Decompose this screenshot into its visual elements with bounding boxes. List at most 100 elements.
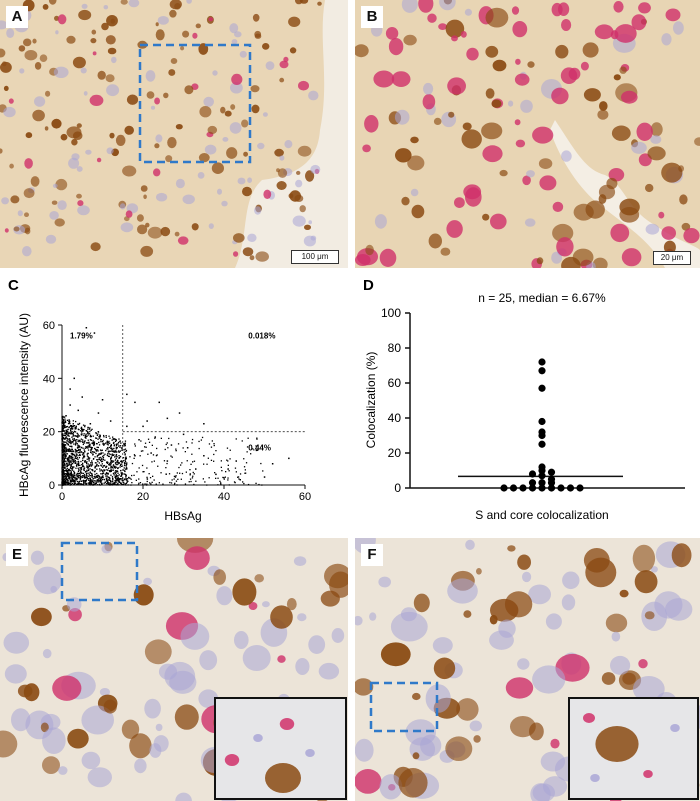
scatter-point-c: [81, 483, 83, 485]
scatter-point-c: [160, 437, 162, 439]
scatter-point-c: [62, 467, 65, 469]
scatter-point-c: [78, 439, 80, 441]
stained-cell: [254, 574, 264, 583]
scatter-point-c: [71, 448, 73, 450]
stained-cell: [77, 205, 90, 216]
scatter-point-c: [76, 483, 78, 485]
stained-cell: [106, 84, 120, 97]
scatter-point-c: [86, 470, 88, 472]
scatter-point-c: [73, 437, 75, 440]
scatter-point-c: [77, 409, 79, 412]
scatter-point-c: [62, 447, 64, 449]
scatter-point-c: [107, 452, 109, 455]
scatter-point-c: [64, 464, 66, 466]
scatter-point-c: [101, 469, 103, 472]
scatter-point-c: [68, 432, 70, 434]
stained-cell: [619, 589, 629, 598]
scatter-point-c: [77, 461, 79, 463]
scatter-point-c: [162, 483, 164, 485]
scatter-point-c: [98, 483, 101, 485]
stained-cell: [510, 716, 536, 738]
stained-cell: [11, 708, 31, 732]
scatter-point-c: [121, 479, 123, 482]
stained-cell: [122, 165, 137, 177]
scatter-point-c: [71, 478, 73, 480]
scatter-point-c: [75, 461, 77, 463]
scatter-point-c: [67, 479, 69, 481]
scatter-point-c: [113, 438, 115, 440]
scatter-point-c: [81, 428, 83, 430]
data-point-d: [538, 440, 546, 448]
scatter-point-c: [61, 482, 63, 484]
scatter-point-c: [96, 454, 99, 457]
scatter-point-c: [64, 451, 66, 453]
scatter-point-c: [65, 475, 67, 477]
scatter-point-c: [64, 420, 66, 422]
scatter-point-c: [64, 447, 66, 450]
scatter-point-c: [66, 453, 69, 455]
stained-cell: [279, 60, 289, 69]
scatter-point-c: [99, 458, 101, 460]
scatter-point-c: [170, 444, 173, 446]
stained-cell: [364, 115, 379, 133]
stained-cell: [428, 233, 442, 249]
scatter-point-c: [82, 476, 84, 479]
stained-cell: [527, 61, 535, 68]
scatter-point-c: [73, 481, 75, 483]
scatter-point-c: [115, 455, 117, 457]
scatter-point-c: [213, 453, 215, 456]
stained-cell: [621, 90, 638, 104]
scatter-point-c: [125, 458, 127, 460]
scatter-point-c: [114, 456, 116, 458]
scatter-point-c: [82, 465, 84, 467]
scatter-point-c: [69, 462, 71, 464]
scatter-point-c: [67, 434, 69, 436]
stained-cell: [407, 155, 425, 171]
scatter-point-c: [63, 458, 66, 461]
scatter-point-c: [76, 455, 78, 457]
scatter-point-c: [213, 460, 215, 462]
scatter-point-c: [118, 455, 120, 457]
scatter-point-c: [120, 478, 123, 480]
scatter-point-c: [139, 482, 142, 484]
scatter-point-c: [93, 443, 95, 445]
scatter-point-c: [85, 437, 87, 439]
scatter-point-c: [113, 482, 115, 484]
stained-cell: [485, 7, 509, 28]
scatter-point-c: [101, 449, 103, 451]
scatter-point-c: [110, 450, 112, 452]
scatter-point-c: [165, 467, 167, 469]
scatter-point-c: [108, 467, 110, 469]
y-tick-label-d: 0: [394, 481, 401, 495]
scatter-point-c: [72, 480, 74, 482]
stained-cell: [270, 605, 293, 629]
scatter-point-c: [71, 428, 73, 430]
scatter-point-c: [64, 438, 67, 440]
scatter-point-c: [94, 447, 96, 450]
scatter-point-c: [118, 479, 121, 481]
scatter-point-c: [62, 482, 64, 484]
scatter-point-c: [65, 454, 67, 456]
scatter-point-c: [255, 449, 258, 452]
scatter-point-c: [111, 483, 113, 485]
scatter-point-c: [86, 469, 88, 471]
data-point-d: [557, 484, 565, 492]
scatter-point-c: [88, 457, 90, 459]
scatter-point-c: [77, 435, 79, 437]
stained-cell: [32, 38, 37, 44]
scatter-point-c: [71, 427, 73, 429]
scatter-point-c: [113, 460, 115, 462]
stained-cell: [111, 56, 117, 64]
scatter-point-c: [118, 451, 120, 453]
stained-cell: [476, 568, 482, 575]
stained-cell: [522, 175, 531, 186]
scatter-point-c: [82, 479, 85, 481]
scatter-point-c: [114, 475, 116, 477]
scatter-point-c: [102, 475, 104, 477]
scatter-point-c: [103, 443, 106, 445]
scatter-point-c: [65, 449, 67, 451]
stained-cell: [99, 688, 110, 696]
scatter-point-c: [189, 474, 191, 476]
stained-cell: [68, 157, 80, 169]
stained-cell: [154, 97, 161, 105]
